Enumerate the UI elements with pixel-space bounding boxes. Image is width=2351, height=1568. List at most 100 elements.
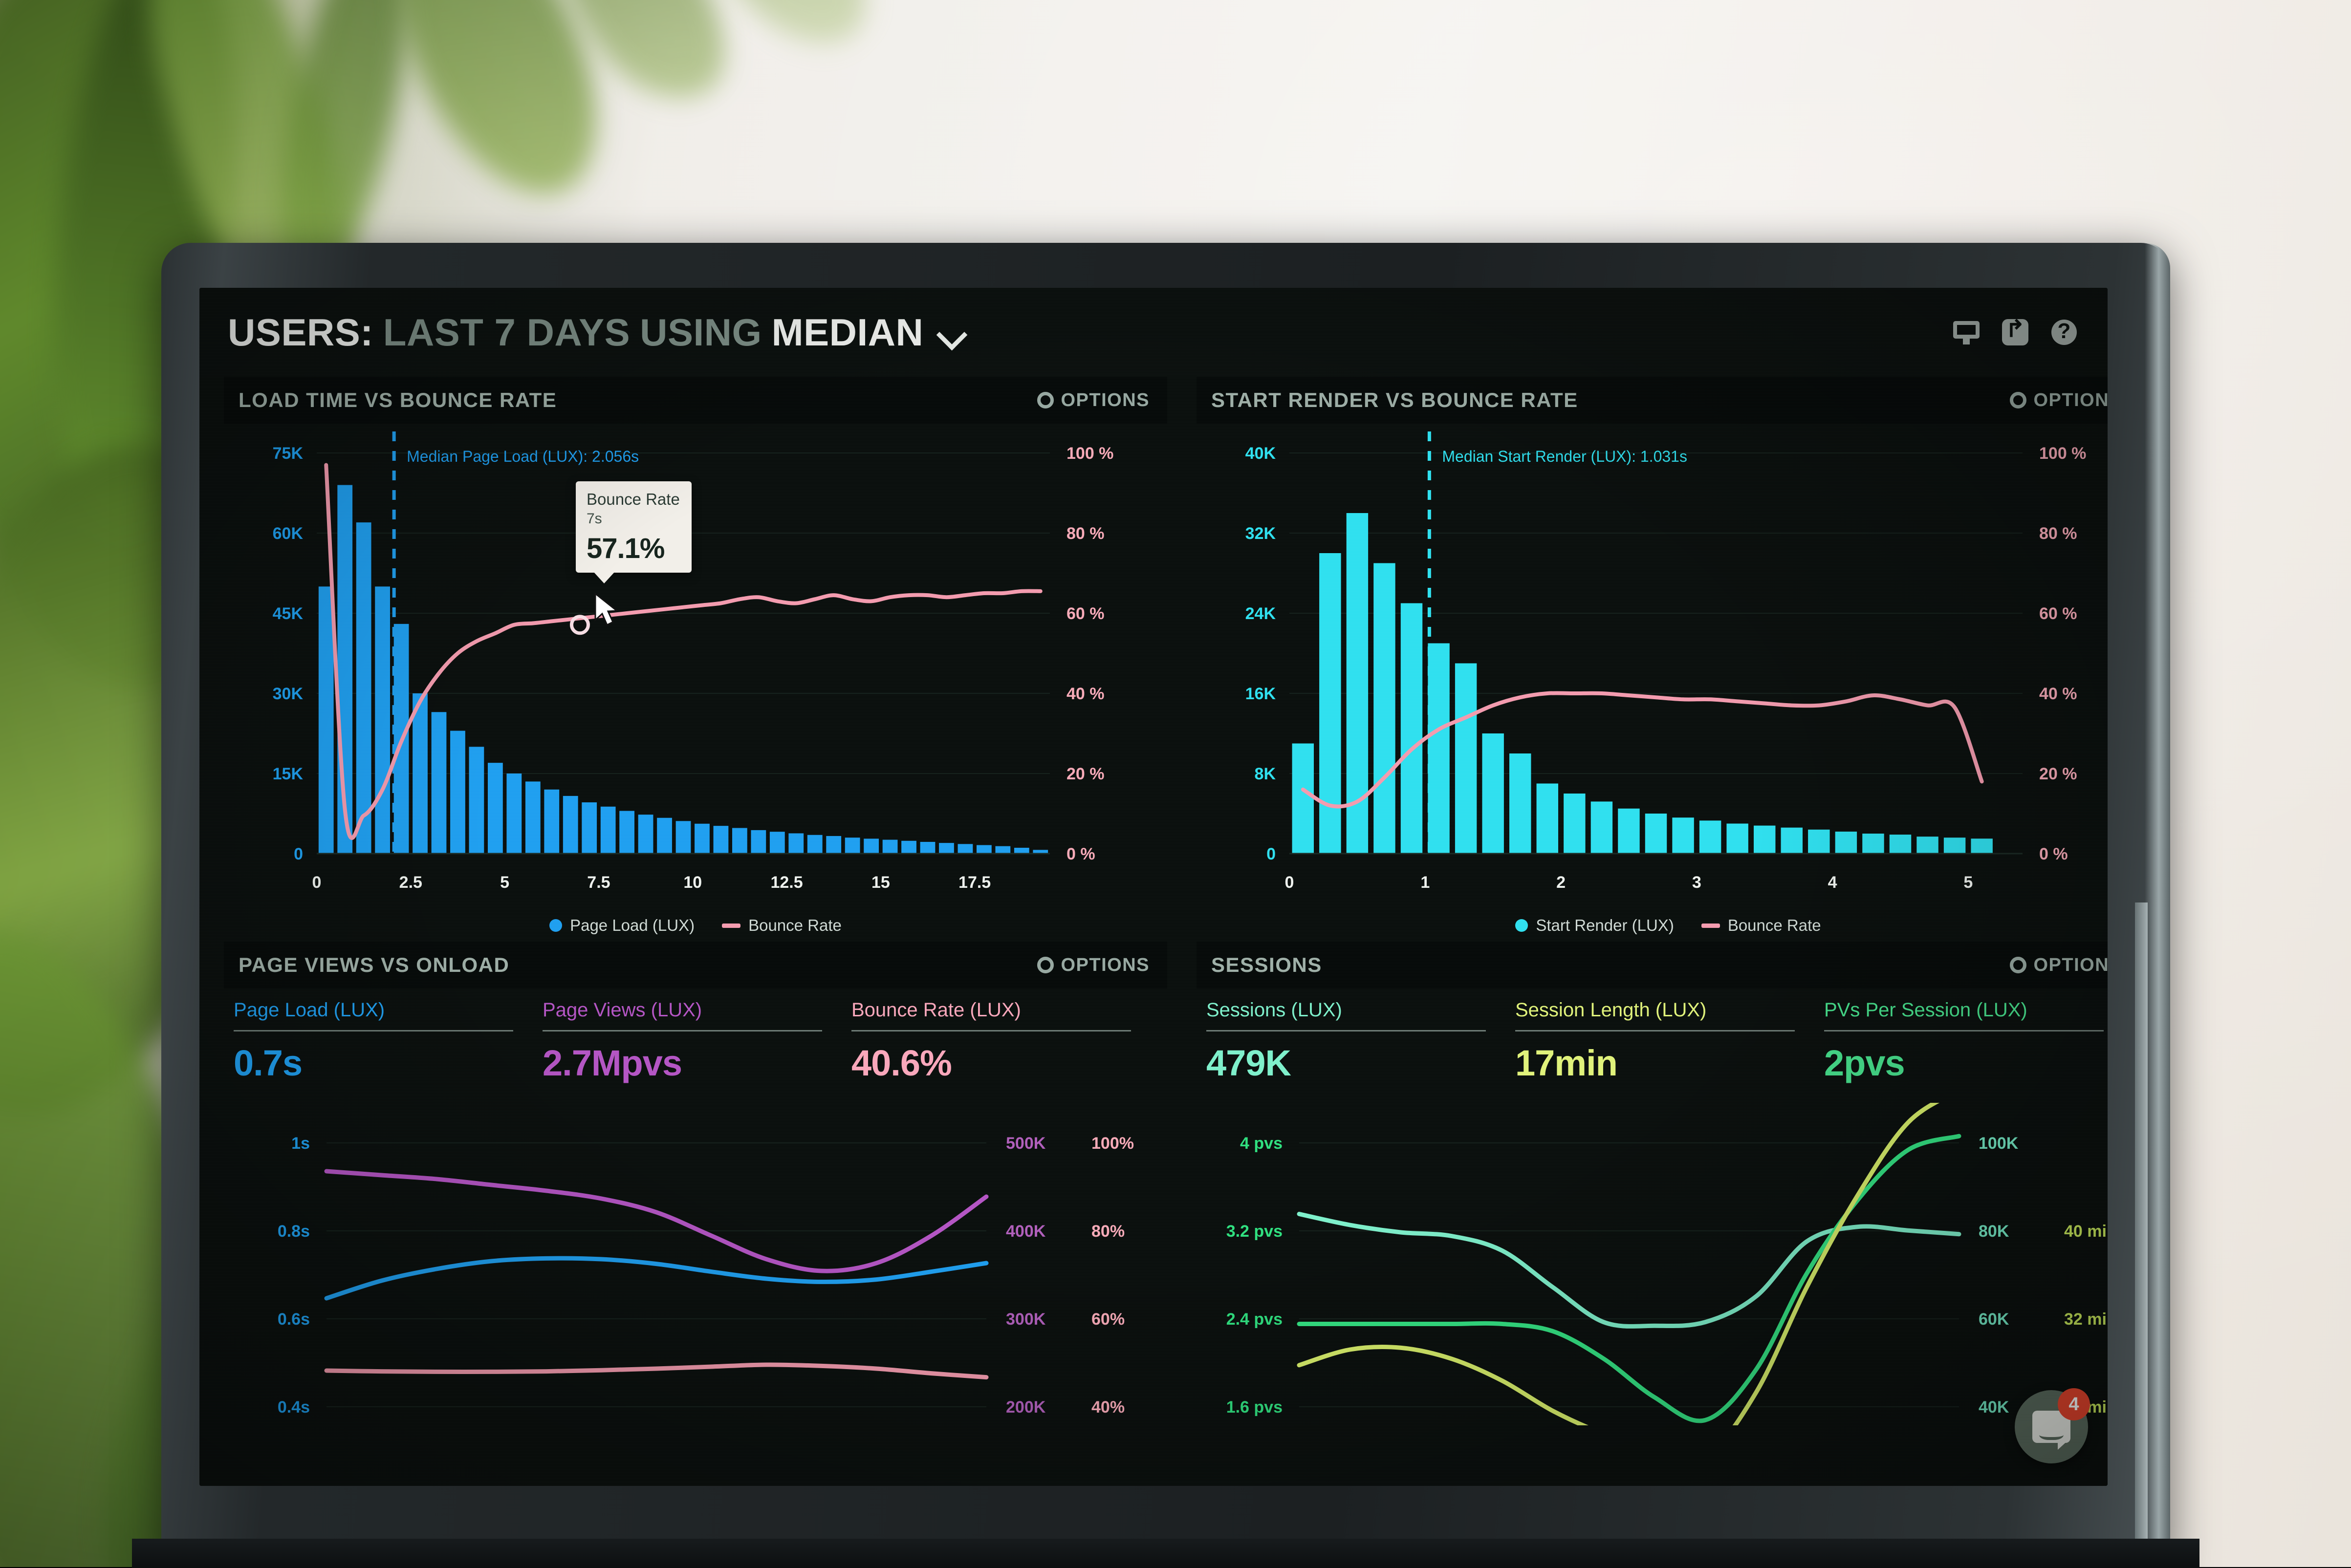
kpi-value: 17min (1515, 1042, 1807, 1084)
svg-text:32K: 32K (1245, 524, 1276, 543)
tooltip-title: Bounce Rate (587, 490, 680, 509)
chart-legend: Start Render (LUX) Bounce Rate (1197, 916, 2108, 935)
options-button[interactable]: OPTIONS (1037, 955, 1150, 976)
legend-swatch-bounce-rate (1701, 924, 1720, 928)
header-toolbar (1952, 318, 2078, 346)
gear-icon (1037, 957, 1054, 973)
kpi-label: Page Views (LUX) (543, 999, 835, 1030)
gear-icon (1037, 392, 1054, 408)
svg-text:10: 10 (683, 873, 702, 892)
svg-text:Median Start Render (LUX): 1.0: Median Start Render (LUX): 1.031s (1442, 448, 1687, 465)
tooltip-value: 57.1% (587, 532, 680, 565)
options-button[interactable]: OPTIONS (1037, 390, 1150, 411)
svg-text:2.5: 2.5 (399, 873, 422, 892)
help-icon[interactable] (2050, 318, 2078, 346)
svg-text:15K: 15K (273, 765, 304, 783)
laptop-screen: USERS: LAST 7 DAYS USING MEDIAN LOA (199, 288, 2108, 1486)
page-title[interactable]: USERS: LAST 7 DAYS USING MEDIAN (228, 310, 967, 355)
panel-start-render-vs-bounce-rate: START RENDER VS BOUNCE RATE OPTIONS 0 0 %… (1197, 377, 2108, 942)
svg-text:100K: 100K (1979, 1134, 2019, 1153)
svg-text:80 %: 80 % (2039, 524, 2077, 543)
kpi-label: Bounce Rate (LUX) (851, 999, 1144, 1030)
svg-text:100 %: 100 % (1067, 444, 1113, 463)
svg-text:0 %: 0 % (1067, 845, 1095, 863)
legend-label: Page Load (LUX) (570, 916, 695, 935)
svg-text:0: 0 (294, 845, 303, 863)
svg-text:80K: 80K (1979, 1222, 2009, 1241)
svg-text:60%: 60% (1091, 1310, 1125, 1329)
svg-text:17.5: 17.5 (958, 873, 991, 892)
legend-item-bounce-rate: Bounce Rate (722, 916, 842, 935)
svg-text:16K: 16K (1245, 685, 1276, 703)
legend-label: Bounce Rate (1728, 916, 1821, 935)
laptop-base (132, 1539, 2199, 1568)
laptop: USERS: LAST 7 DAYS USING MEDIAN LOA (161, 243, 2170, 1567)
svg-text:60K: 60K (273, 524, 304, 543)
svg-text:5: 5 (500, 873, 509, 892)
kpi-rule (851, 1030, 1131, 1031)
svg-text:8K: 8K (1255, 765, 1276, 783)
intercom-launcher[interactable]: 4 (2015, 1390, 2088, 1463)
kpi-rule (1515, 1030, 1795, 1031)
kpi-rule (234, 1030, 513, 1031)
svg-text:2.4 pvs: 2.4 pvs (1226, 1310, 1283, 1329)
svg-text:80%: 80% (1091, 1222, 1125, 1241)
share-icon[interactable] (2001, 318, 2029, 346)
kpi-label: Sessions (LUX) (1206, 999, 1499, 1030)
svg-text:3.2 pvs: 3.2 pvs (1226, 1222, 1283, 1241)
svg-text:24K: 24K (1245, 604, 1276, 623)
svg-text:0: 0 (1285, 873, 1294, 892)
laptop-lid-edge-highlight (2135, 902, 2148, 1567)
svg-text:400K: 400K (1006, 1222, 1046, 1241)
options-button[interactable]: OPTIONS (2010, 390, 2108, 411)
kpi-value: 0.7s (234, 1042, 526, 1084)
options-label: OPTIONS (2033, 390, 2108, 411)
svg-text:40 %: 40 % (1067, 685, 1105, 703)
kpi-value: 2pvs (1824, 1042, 2108, 1084)
svg-text:7.5: 7.5 (587, 873, 610, 892)
svg-text:0.6s: 0.6s (278, 1310, 310, 1329)
kpi-value: 479K (1206, 1042, 1499, 1084)
svg-text:1: 1 (1420, 873, 1430, 892)
legend-swatch-bounce-rate (722, 924, 740, 928)
svg-text:40K: 40K (1979, 1398, 2009, 1417)
chevron-down-icon[interactable] (937, 317, 967, 347)
svg-text:500K: 500K (1006, 1134, 1046, 1153)
chart-tooltip: Bounce Rate 7s 57.1% (576, 481, 692, 573)
panel-title: LOAD TIME VS BOUNCE RATE (239, 388, 557, 412)
svg-text:Median Page Load (LUX): 2.056s: Median Page Load (LUX): 2.056s (407, 448, 639, 465)
dashboard-header: USERS: LAST 7 DAYS USING MEDIAN (199, 288, 2108, 377)
svg-text:60 %: 60 % (2039, 604, 2077, 623)
kpi-session-length: Session Length (LUX) 17min (1515, 999, 1824, 1084)
svg-text:2: 2 (1556, 873, 1566, 892)
svg-text:20 %: 20 % (2039, 765, 2077, 783)
svg-text:0 %: 0 % (2039, 845, 2068, 863)
svg-text:0: 0 (1266, 845, 1276, 863)
page-title-range: LAST 7 DAYS (383, 310, 630, 355)
legend-label: Start Render (LUX) (1536, 916, 1674, 935)
panel-title: START RENDER VS BOUNCE RATE (1211, 388, 1578, 412)
page-title-users: USERS: (228, 310, 373, 355)
svg-text:60K: 60K (1979, 1310, 2009, 1329)
svg-text:3: 3 (1692, 873, 1701, 892)
svg-text:4: 4 (1828, 873, 1837, 892)
svg-text:100%: 100% (1091, 1134, 1134, 1153)
monitor-icon[interactable] (1952, 318, 1981, 346)
legend-item-bounce-rate: Bounce Rate (1701, 916, 1821, 935)
options-label: OPTIONS (1061, 955, 1150, 976)
legend-swatch-start-render (1515, 919, 1528, 932)
svg-text:100 %: 100 % (2039, 444, 2086, 463)
panel-load-time-vs-bounce-rate: LOAD TIME VS BOUNCE RATE OPTIONS 0 0 % 15K… (224, 377, 1167, 942)
panel-page-views-vs-onload: PAGE VIEWS VS ONLOAD OPTIONS Page Load (… (224, 942, 1167, 1486)
kpi-rule (1824, 1030, 2104, 1031)
kpi-row: Sessions (LUX) 479K Session Length (LUX)… (1197, 988, 2108, 1084)
options-button[interactable]: OPTIONS (2010, 955, 2108, 976)
